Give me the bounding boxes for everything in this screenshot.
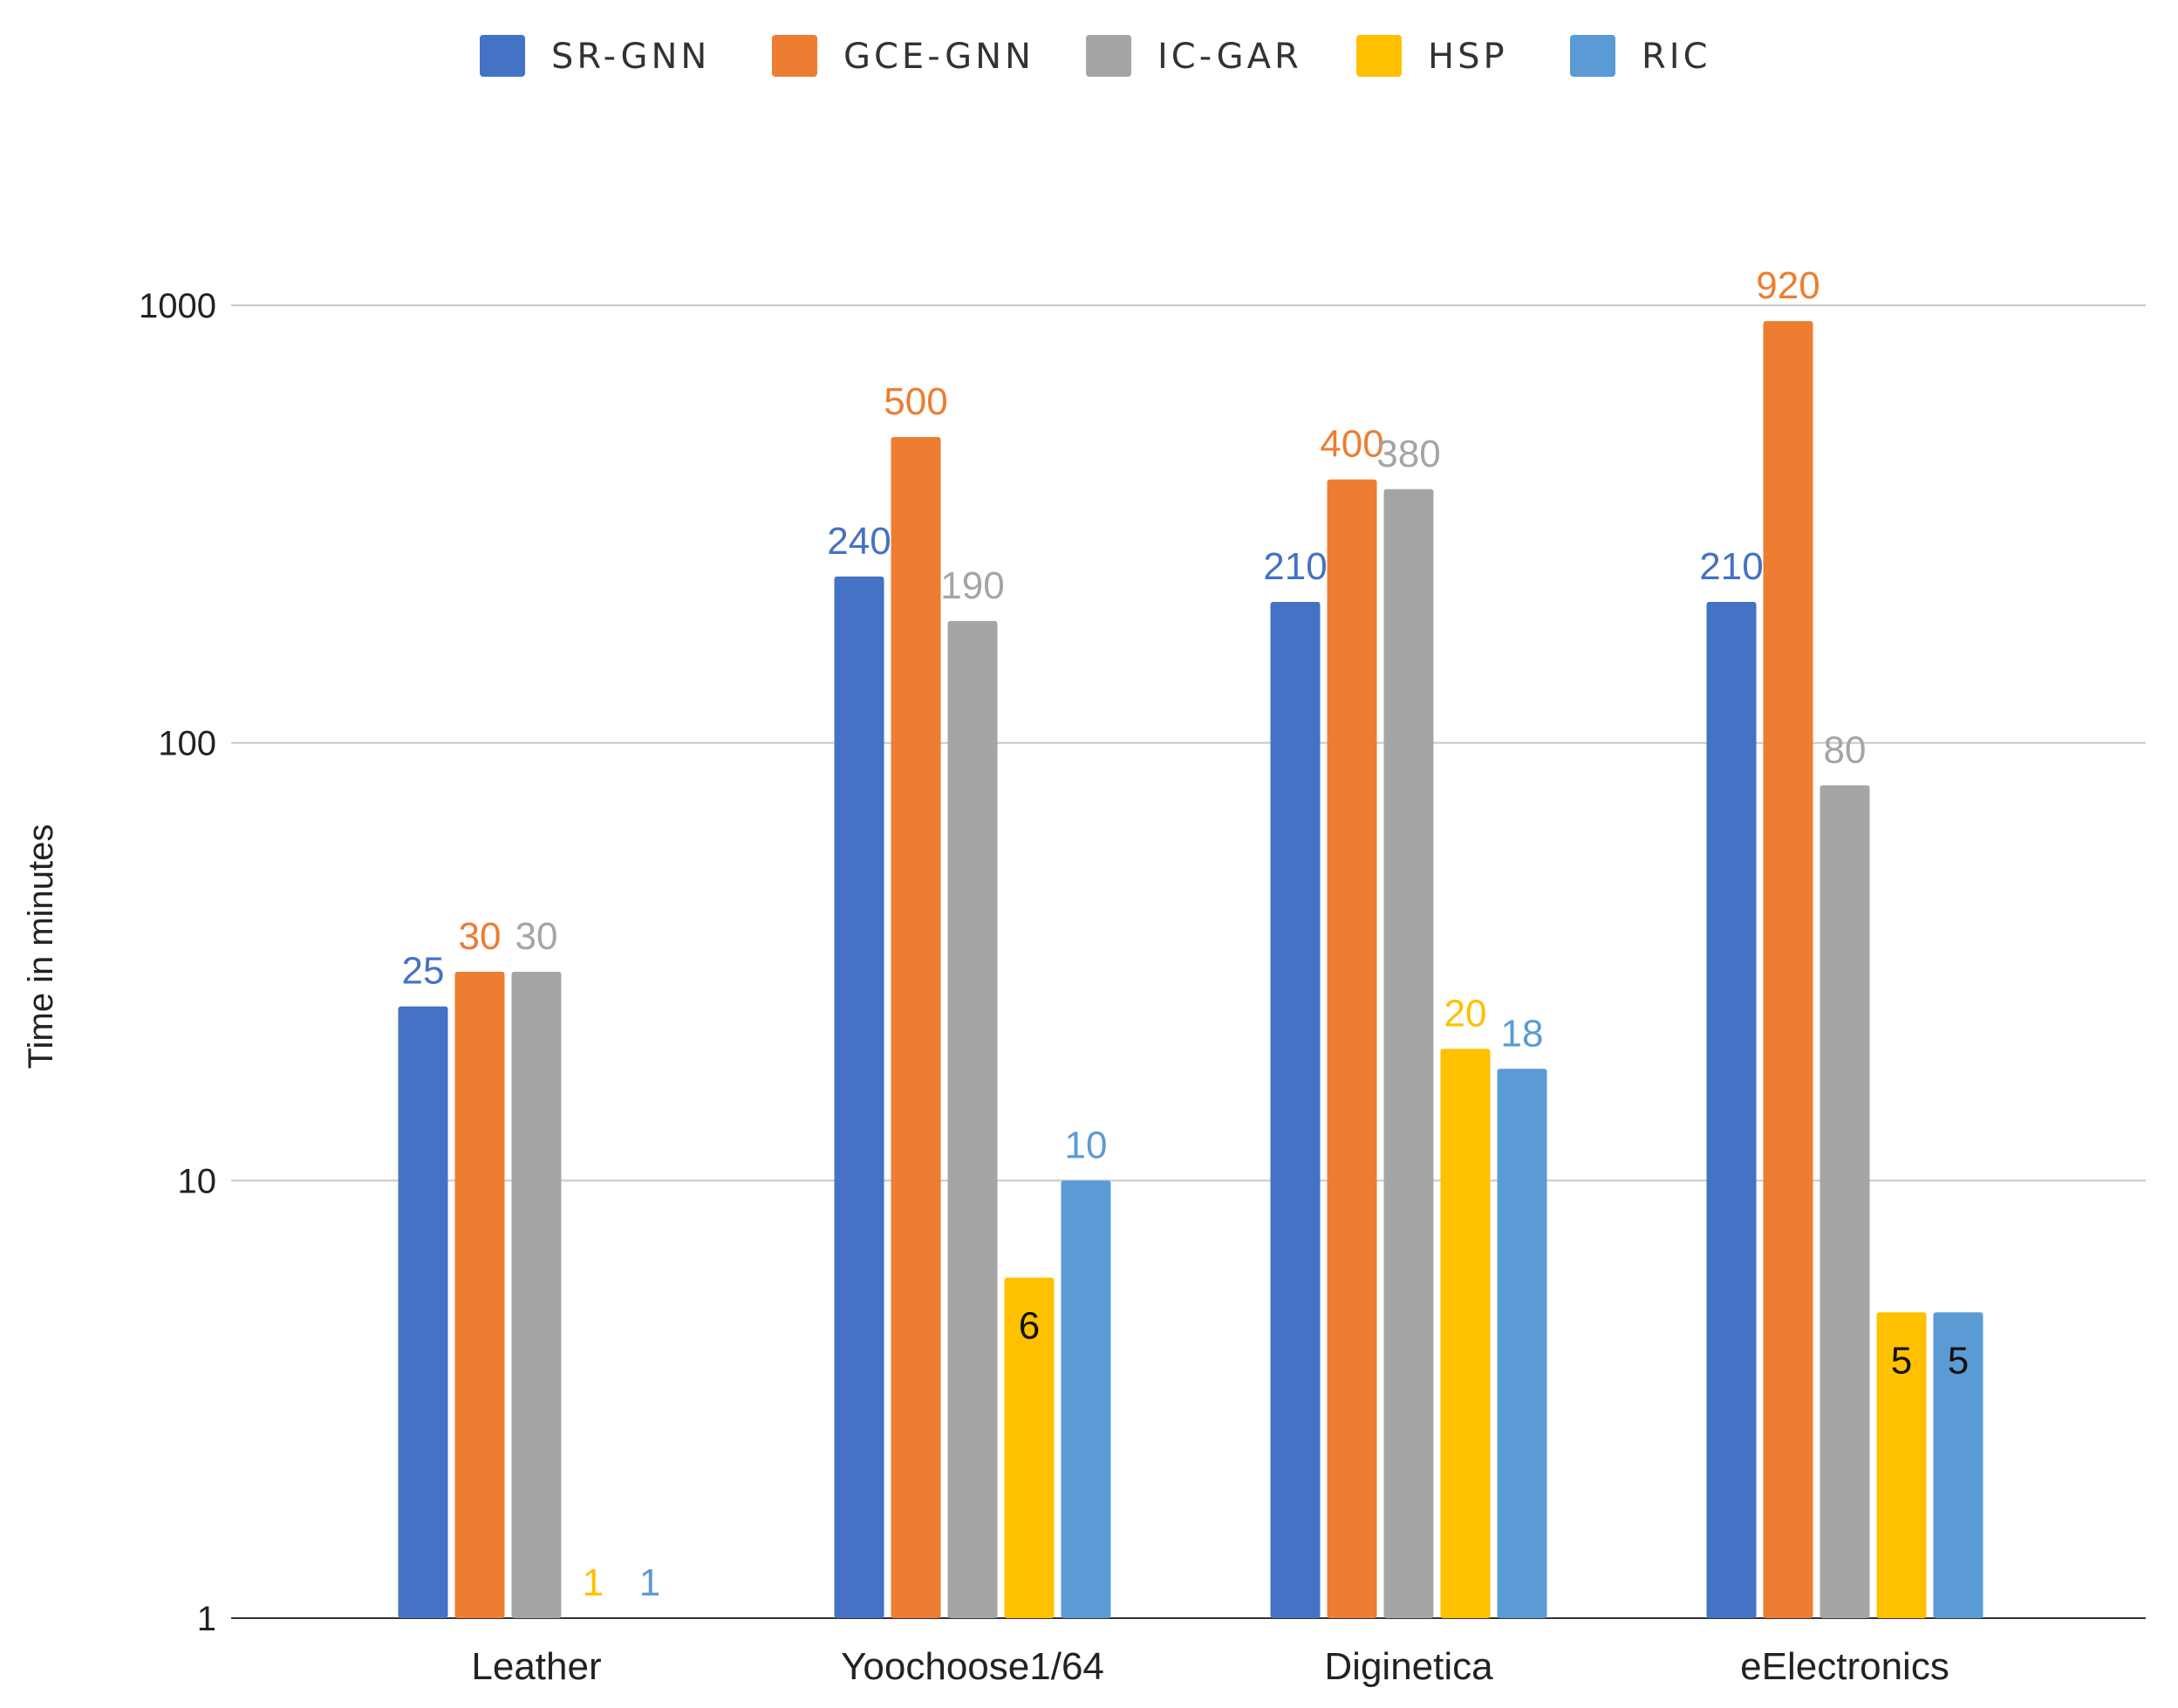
- data-label: 80: [1824, 728, 1867, 771]
- x-tick-label: Diginetica: [1324, 1645, 1493, 1688]
- bar-ic-gar: [947, 620, 998, 1619]
- bar-gce-gnn: [1763, 321, 1813, 1618]
- legend-label: HSP: [1428, 37, 1508, 77]
- data-label: 25: [402, 950, 445, 993]
- data-label: 380: [1376, 433, 1440, 475]
- legend-label: GCE-GNN: [843, 37, 1034, 77]
- data-label: 190: [940, 564, 1004, 607]
- bar-ric: [1497, 1069, 1547, 1618]
- y-tick-label: 100: [158, 725, 216, 763]
- legend-label: IC-GAR: [1157, 37, 1302, 77]
- data-label: 1: [583, 1561, 604, 1604]
- bar-sr-gnn: [398, 1006, 448, 1618]
- data-label: 240: [827, 520, 891, 563]
- bar-hsp: [1440, 1049, 1491, 1618]
- data-label: 20: [1444, 992, 1487, 1035]
- y-tick-label: 1: [197, 1600, 216, 1638]
- y-tick-label: 1000: [139, 287, 216, 325]
- y-tick-label: 10: [178, 1162, 217, 1200]
- bar-gce-gnn: [1327, 479, 1377, 1618]
- x-axis: Leather Yoochoose1/64 Diginetica eElectroni…: [471, 1645, 1949, 1688]
- data-label: 210: [1263, 545, 1327, 588]
- legend-label: RIC: [1642, 37, 1711, 77]
- legend-swatch-hsp: [1356, 35, 1402, 77]
- data-label: 5: [1948, 1339, 1969, 1382]
- bar-hsp: [1004, 1277, 1055, 1618]
- data-label: 30: [459, 915, 502, 958]
- bar-gce-gnn: [454, 971, 505, 1618]
- data-label: 5: [1891, 1339, 1912, 1382]
- bar-ric: [1061, 1180, 1111, 1618]
- bar-sr-gnn: [1706, 602, 1757, 1618]
- legend-swatch-gce-gnn: [772, 35, 817, 77]
- data-label: 920: [1756, 264, 1820, 307]
- data-label: 10: [1065, 1124, 1108, 1166]
- legend: SR-GNN GCE-GNN IC-GAR HSP RIC: [480, 35, 1711, 77]
- data-label: 18: [1501, 1012, 1544, 1055]
- data-label: 6: [1019, 1305, 1040, 1348]
- bar-sr-gnn: [1270, 602, 1321, 1618]
- data-label: 210: [1699, 545, 1763, 588]
- data-label: 400: [1320, 423, 1383, 466]
- x-tick-label: eElectronics: [1740, 1645, 1949, 1688]
- data-label: 30: [515, 915, 558, 958]
- bar-ic-gar: [511, 971, 562, 1618]
- legend-swatch-ric: [1570, 35, 1615, 77]
- y-axis-title: Time in minutes: [22, 824, 60, 1069]
- bar-ic-gar: [1820, 785, 1870, 1618]
- data-label: 1: [639, 1561, 660, 1604]
- legend-label: SR-GNN: [551, 37, 710, 77]
- x-tick-label: Leather: [471, 1645, 601, 1688]
- bar-hsp: [1876, 1312, 1927, 1618]
- legend-swatch-sr-gnn: [480, 35, 525, 77]
- bar-sr-gnn: [834, 576, 884, 1618]
- legend-swatch-ic-gar: [1086, 35, 1131, 77]
- bar-ric: [1933, 1312, 1983, 1618]
- bar-ic-gar: [1383, 488, 1434, 1618]
- data-label: 500: [884, 380, 947, 423]
- bars: [398, 321, 1983, 1619]
- bar-gce-gnn: [891, 437, 941, 1618]
- x-tick-label: Yoochoose1/64: [841, 1645, 1104, 1688]
- y-axis: 1 10 100 1000: [139, 287, 216, 1638]
